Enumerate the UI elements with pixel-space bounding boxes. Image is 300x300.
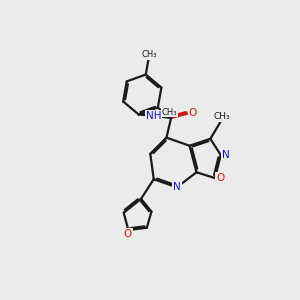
Text: CH₃: CH₃ (142, 50, 157, 59)
Text: NH: NH (146, 111, 161, 121)
Text: CH₃: CH₃ (162, 108, 177, 117)
Text: N: N (173, 182, 181, 192)
Text: O: O (216, 173, 224, 183)
Text: O: O (124, 229, 132, 239)
Text: O: O (188, 108, 197, 118)
Text: N: N (222, 150, 230, 160)
Text: CH₃: CH₃ (214, 112, 230, 121)
